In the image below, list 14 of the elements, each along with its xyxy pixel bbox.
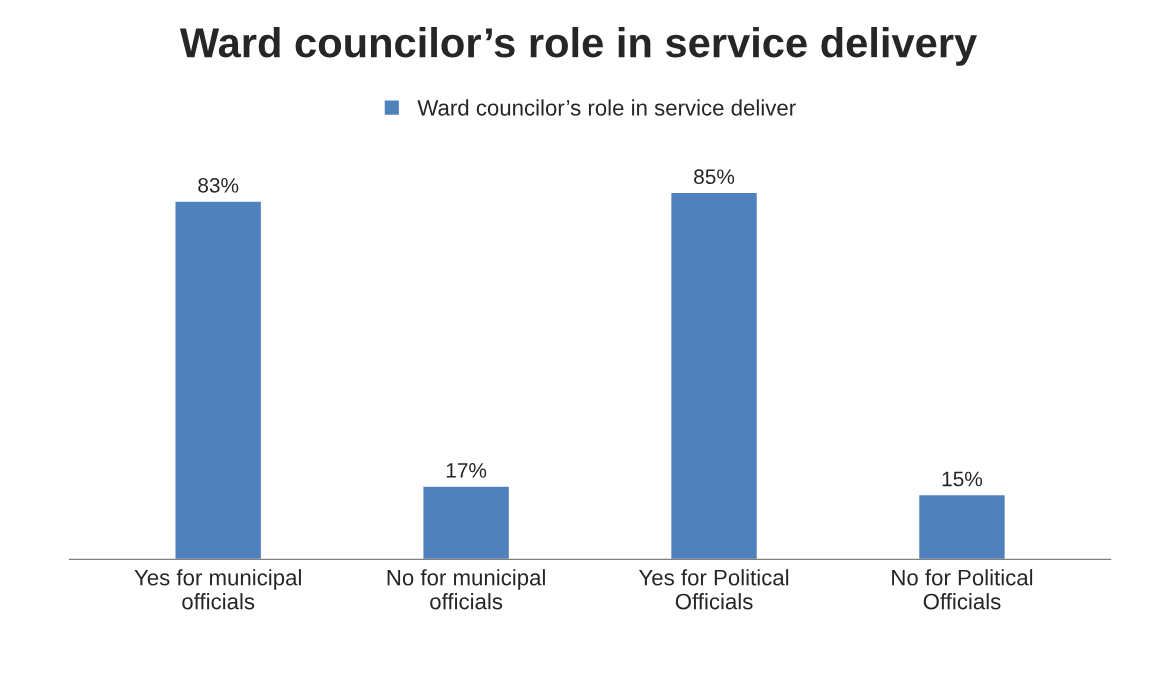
legend-label: Ward councilor’s role in service deliver: [417, 99, 796, 116]
bar: [669, 191, 759, 560]
bar: [917, 493, 1007, 560]
bar: [174, 200, 263, 560]
x-tick-label: Yes for Political Officials: [638, 569, 789, 610]
bar: [422, 485, 511, 560]
data-label: 85%: [694, 169, 735, 185]
data-label: 83%: [198, 177, 239, 193]
x-tick-label: Yes for municipal officials: [134, 569, 301, 610]
x-tick-label: No for municipal officials: [387, 569, 545, 610]
x-tick-label: No for Political Officials: [892, 569, 1033, 610]
data-label: 17%: [446, 463, 487, 478]
chart-title: Ward councilor’s role in service delivery: [179, 26, 977, 66]
data-label: 15%: [942, 471, 983, 487]
